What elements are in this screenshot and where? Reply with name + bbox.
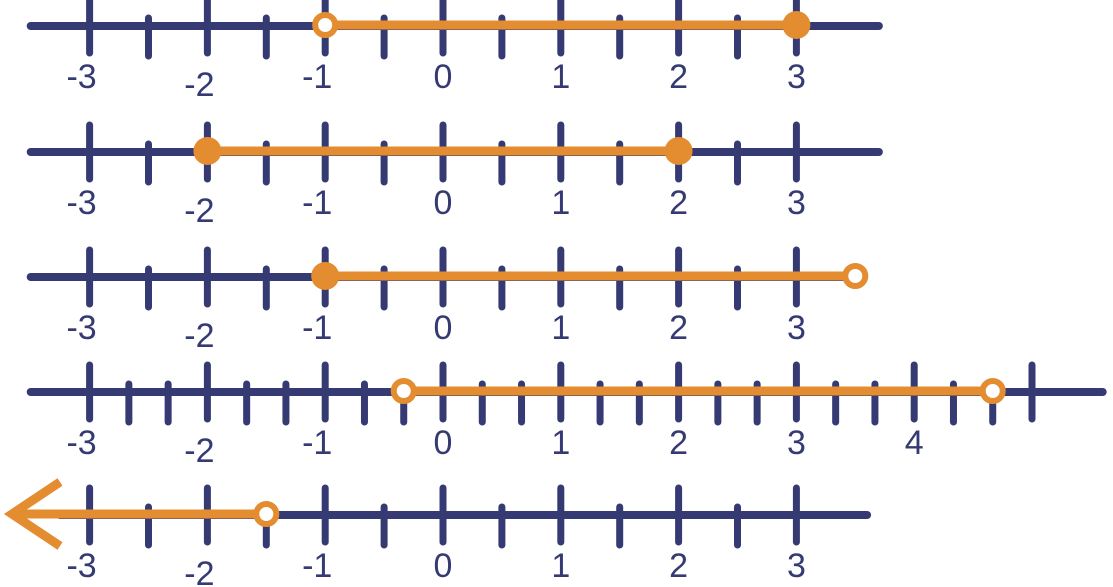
tick-label: 3 [787, 58, 806, 96]
tick-label: 3 [787, 184, 806, 222]
tick-label: -3 [66, 547, 96, 585]
closed-endpoint [193, 137, 222, 165]
open-endpoint [979, 378, 1006, 404]
tick-label: 1 [551, 424, 570, 462]
tick-label: 3 [787, 424, 806, 462]
tick-label: 2 [669, 547, 688, 585]
number-line-1: -3 -2 -1 0 1 2 3 [26, 0, 883, 104]
number-line-2: -3 -2 -1 0 1 2 3 [26, 121, 883, 230]
tick-label: -1 [302, 309, 332, 347]
tick-label: 2 [669, 58, 688, 96]
tick-label: -3 [66, 58, 96, 96]
tick-label: 2 [669, 184, 688, 222]
open-endpoint [842, 263, 869, 289]
tick-label: 4 [905, 424, 924, 462]
tick-label: -3 [66, 184, 96, 222]
tick-label: 2 [669, 424, 688, 462]
left-arrow-icon [3, 478, 63, 550]
tick-label: 3 [787, 309, 806, 347]
tick-label: 1 [551, 309, 570, 347]
open-endpoint [390, 378, 417, 404]
tick-label: 0 [434, 58, 453, 96]
tick-label: 0 [434, 424, 453, 462]
tick-label: -1 [302, 58, 332, 96]
tick-label: -1 [302, 424, 332, 462]
closed-endpoint [311, 262, 340, 290]
tick-label: -1 [302, 184, 332, 222]
tick-label: -2 [184, 555, 214, 587]
tick-label: -2 [184, 66, 214, 104]
tick-label: -3 [66, 309, 96, 347]
tick-label: 1 [551, 58, 570, 96]
number-line-3: -3 -2 -1 0 1 2 3 [26, 246, 869, 355]
closed-endpoint [664, 137, 693, 165]
number-line-5: -3 -2 -1 0 1 2 3 [3, 478, 872, 587]
closed-endpoint [782, 11, 811, 39]
tick-label: 0 [434, 547, 453, 585]
open-endpoint [253, 501, 280, 527]
open-endpoint [312, 12, 339, 38]
tick-label: 1 [551, 547, 570, 585]
tick-label: 1 [551, 184, 570, 222]
tick-label: -2 [184, 317, 214, 355]
tick-label: -1 [302, 547, 332, 585]
tick-label: 0 [434, 309, 453, 347]
number-line-4: -3 -2 -1 0 1 2 4 3 [26, 361, 1107, 470]
tick-label: -3 [66, 424, 96, 462]
tick-label: 3 [787, 547, 806, 585]
tick-label: -2 [184, 192, 214, 230]
tick-label: 2 [669, 309, 688, 347]
tick-label: 0 [434, 184, 453, 222]
tick-label: -2 [184, 432, 214, 470]
